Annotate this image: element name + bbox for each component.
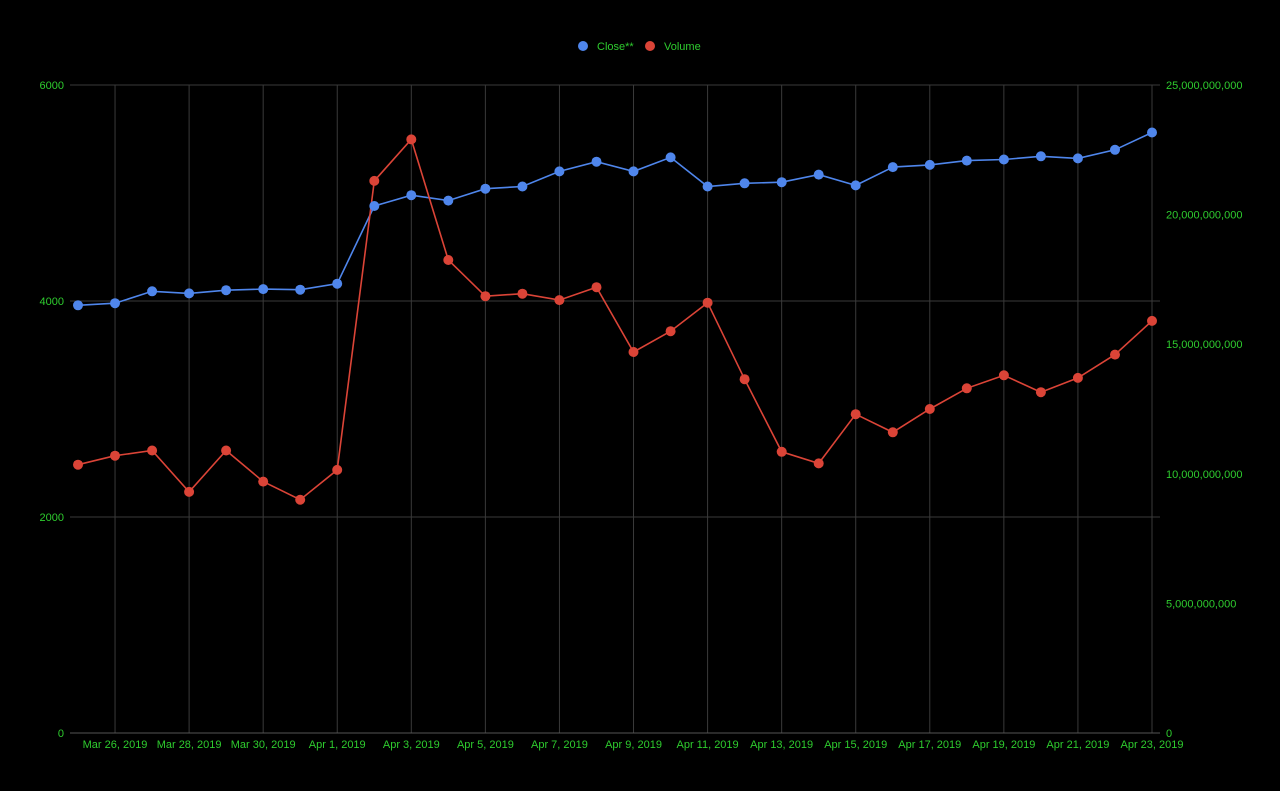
data-point-volume[interactable] (1035, 387, 1046, 398)
x-tick-label: Apr 5, 2019 (457, 739, 514, 751)
x-tick-label: Mar 26, 2019 (83, 739, 148, 751)
data-point-close[interactable] (665, 152, 676, 163)
data-point-close[interactable] (517, 181, 528, 192)
data-point-close[interactable] (628, 166, 639, 177)
x-tick-label: Apr 21, 2019 (1046, 739, 1109, 751)
data-point-volume[interactable] (110, 450, 120, 461)
data-point-volume[interactable] (924, 404, 935, 414)
legend-label-close: Close** (597, 41, 634, 53)
x-tick-label: Apr 1, 2019 (309, 739, 366, 751)
x-tick-label: Apr 7, 2019 (531, 739, 588, 751)
data-point-volume[interactable] (517, 288, 528, 299)
data-point-close[interactable] (480, 183, 491, 194)
data-point-close[interactable] (1072, 153, 1083, 164)
data-point-close[interactable] (406, 190, 417, 201)
data-point-close[interactable] (221, 285, 232, 296)
data-point-close[interactable] (1110, 144, 1120, 155)
y-left-tick-label: 4000 (40, 296, 64, 308)
y-right-tick-label: 25,000,000,000 (1166, 80, 1242, 92)
data-point-close[interactable] (813, 169, 824, 180)
data-point-close[interactable] (961, 155, 972, 166)
legend-item-volume[interactable]: Volume (645, 41, 701, 53)
y-left-tick-label: 6000 (40, 80, 64, 92)
data-point-volume[interactable] (813, 458, 824, 469)
data-point-close[interactable] (369, 201, 380, 211)
data-point-volume[interactable] (480, 291, 491, 302)
data-point-close[interactable] (887, 162, 898, 173)
data-point-volume[interactable] (665, 326, 676, 337)
data-point-volume[interactable] (1147, 315, 1157, 326)
legend-item-close[interactable]: Close** (578, 41, 634, 53)
x-tick-label: Mar 30, 2019 (231, 739, 296, 751)
data-point-volume[interactable] (332, 464, 343, 475)
data-point-close[interactable] (443, 195, 454, 206)
data-point-volume[interactable] (1110, 349, 1120, 360)
data-point-volume[interactable] (1072, 372, 1083, 383)
x-tick-label: Apr 15, 2019 (824, 739, 887, 751)
data-point-close[interactable] (591, 156, 602, 167)
data-point-close[interactable] (1035, 151, 1046, 162)
y-right-tick-label: 10,000,000,000 (1166, 469, 1242, 481)
data-point-close[interactable] (1147, 127, 1157, 138)
data-point-close[interactable] (258, 284, 269, 295)
series-line-volume (77, 137, 1153, 501)
data-point-close[interactable] (702, 181, 713, 192)
data-point-volume[interactable] (295, 494, 306, 505)
data-point-volume[interactable] (258, 476, 269, 487)
x-tick-label: Apr 11, 2019 (676, 739, 738, 751)
data-point-volume[interactable] (147, 445, 158, 456)
data-point-volume[interactable] (554, 295, 565, 306)
y-left-tick-label: 2000 (40, 512, 64, 524)
x-tick-label: Apr 19, 2019 (972, 739, 1035, 751)
data-point-volume[interactable] (73, 459, 83, 470)
data-point-volume[interactable] (184, 486, 195, 497)
legend-swatch-volume (645, 41, 655, 51)
data-point-volume[interactable] (887, 427, 898, 438)
x-tick-label: Apr 13, 2019 (750, 739, 813, 751)
y-right-tick-label: 15,000,000,000 (1166, 339, 1242, 351)
data-point-close[interactable] (332, 278, 343, 289)
data-point-volume[interactable] (628, 347, 639, 357)
legend-swatch-close (578, 41, 588, 51)
data-point-volume[interactable] (702, 297, 713, 308)
data-point-close[interactable] (73, 300, 83, 311)
x-tick-label: Apr 3, 2019 (383, 739, 440, 751)
legend: Close** Volume (578, 41, 701, 53)
y-right-tick-label: 5,000,000,000 (1166, 598, 1236, 610)
data-point-volume[interactable] (406, 134, 417, 145)
data-point-close[interactable] (295, 284, 306, 295)
data-point-close[interactable] (776, 177, 787, 188)
data-point-close[interactable] (184, 288, 195, 299)
data-point-close[interactable] (554, 166, 565, 177)
x-tick-label: Apr 23, 2019 (1121, 739, 1184, 751)
y-left-tick-label: 0 (58, 728, 64, 740)
series-lines (77, 131, 1153, 501)
y-right-tick-label: 20,000,000,000 (1166, 210, 1242, 222)
x-tick-label: Apr 9, 2019 (605, 739, 662, 751)
x-tick-label: Mar 28, 2019 (157, 739, 222, 751)
data-point-volume[interactable] (961, 383, 972, 394)
data-point-close[interactable] (110, 298, 120, 309)
data-point-volume[interactable] (591, 282, 602, 293)
data-point-close[interactable] (998, 154, 1009, 165)
y-right-tick-label: 0 (1166, 728, 1172, 740)
data-point-volume[interactable] (221, 445, 232, 456)
data-point-volume[interactable] (850, 409, 861, 420)
x-tick-label: Apr 17, 2019 (898, 739, 961, 751)
data-point-volume[interactable] (998, 370, 1009, 381)
data-point-close[interactable] (739, 178, 750, 189)
data-point-volume[interactable] (443, 255, 454, 265)
axes: 0 2000 4000 6000 0 5,000,000,000 10,000,000,00… (40, 80, 1243, 751)
legend-label-volume: Volume (664, 41, 701, 53)
series-points (73, 127, 1157, 505)
series-line-close (77, 131, 1153, 307)
data-point-volume[interactable] (739, 374, 750, 385)
data-point-volume[interactable] (369, 175, 380, 186)
data-point-close[interactable] (924, 159, 935, 170)
data-point-close[interactable] (147, 286, 158, 297)
data-point-volume[interactable] (776, 446, 787, 457)
data-point-close[interactable] (850, 180, 861, 191)
